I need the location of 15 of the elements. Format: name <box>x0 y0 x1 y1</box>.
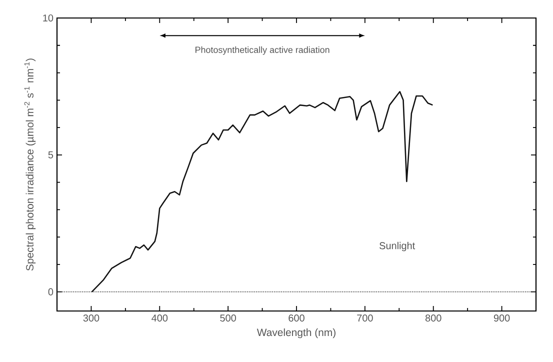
y-axis-title: Spectral photon irradiance (µmol m$^{-2}$ s$^{-1}$ nm$^{-1}$) <box>24 58 36 271</box>
annotation: Photosynthetically active radiation <box>196 46 330 55</box>
text: Sunlight <box>380 242 416 252</box>
y-tick-label: 5 <box>48 151 54 158</box>
y-tick-label: 10 <box>43 14 54 22</box>
x-tick-label: 500 <box>220 314 236 322</box>
y-tick-label: 0 <box>48 288 54 296</box>
x-tick-label: 300 <box>83 314 100 322</box>
x-tick-label: 700 <box>357 314 373 322</box>
x-axis-title: Wavelength (nm) <box>256 328 336 338</box>
x-tick-label: 600 <box>288 314 304 322</box>
x-tick-label: 800 <box>425 314 442 322</box>
x-tick-label: 900 <box>494 314 510 322</box>
line-series <box>91 91 434 292</box>
x-tick-label: 400 <box>152 314 168 322</box>
